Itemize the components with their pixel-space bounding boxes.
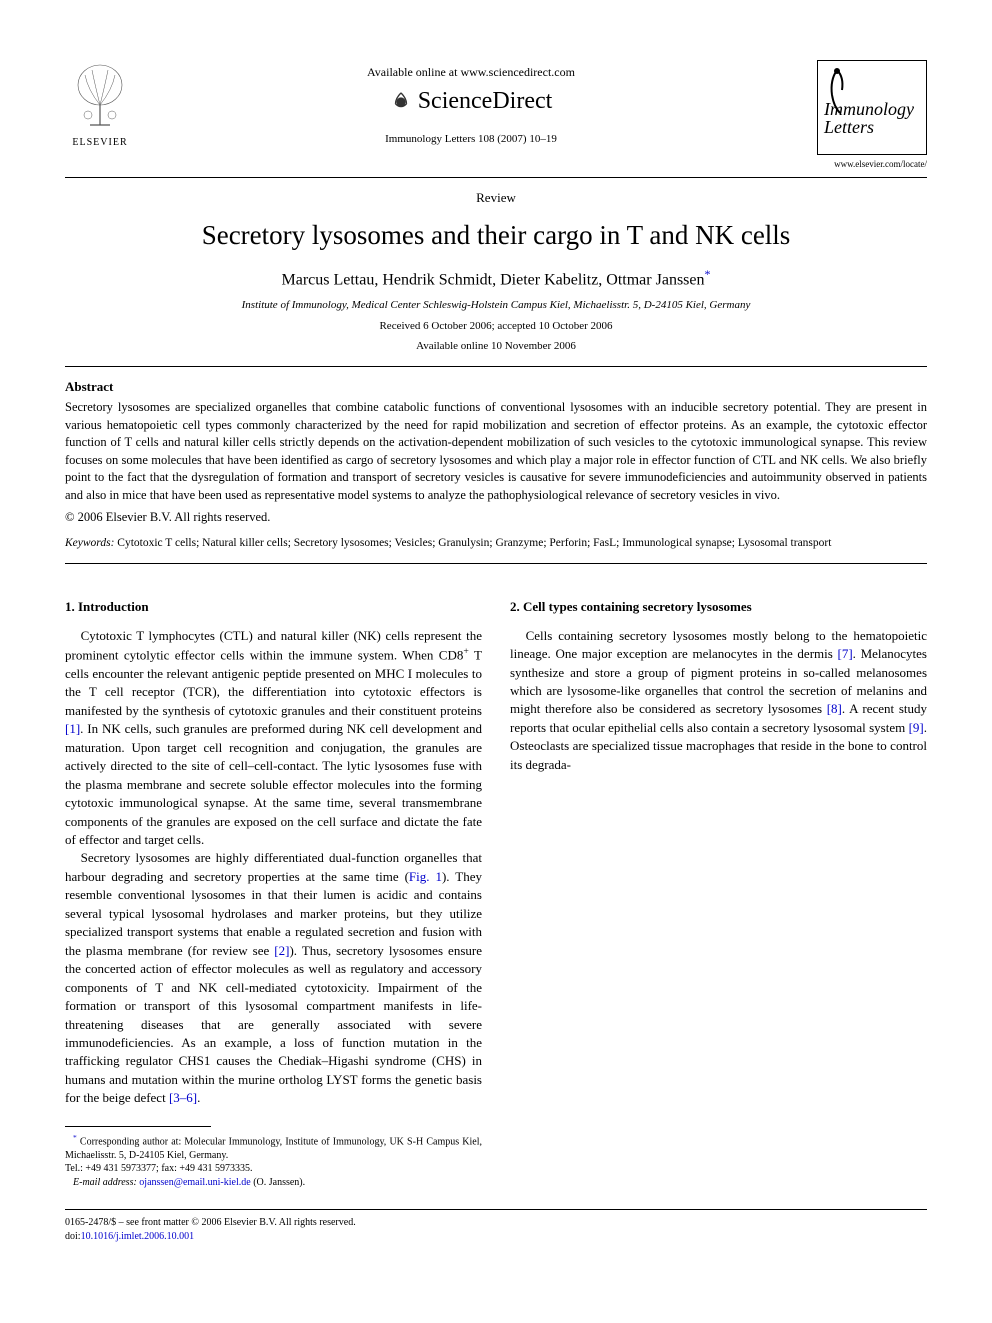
footnote-star: * <box>73 1133 77 1142</box>
affiliation: Institute of Immunology, Medical Center … <box>65 299 927 311</box>
center-header: Available online at www.sciencedirect.co… <box>135 60 807 145</box>
abstract-heading: Abstract <box>65 379 927 395</box>
body-columns: 1. Introduction Cytotoxic T lymphocytes … <box>65 592 927 1189</box>
section-2-heading: 2. Cell types containing secretory lysos… <box>510 598 927 616</box>
elsevier-logo: ELSEVIER <box>65 60 135 148</box>
section-2-para-1: Cells containing secretory lysosomes mos… <box>510 627 927 775</box>
email-link[interactable]: ojanssen@email.uni-kiel.de <box>139 1177 250 1188</box>
s1p1a: Cytotoxic T lymphocytes (CTL) and natura… <box>65 628 482 663</box>
journal-cover-box: Immunology Letters <box>817 60 927 155</box>
corresponding-author-footnote: * Corresponding author at: Molecular Imm… <box>65 1133 482 1162</box>
section-1-para-2: Secretory lysosomes are highly different… <box>65 849 482 1107</box>
authors-line: Marcus Lettau, Hendrik Schmidt, Dieter K… <box>65 267 927 289</box>
keywords-label: Keywords: <box>65 537 114 549</box>
page-header: ELSEVIER Available online at www.science… <box>65 60 927 169</box>
footer-issn: 0165-2478/$ – see front matter © 2006 El… <box>65 1216 927 1230</box>
abstract-copyright: © 2006 Elsevier B.V. All rights reserved… <box>65 510 927 525</box>
elsevier-tree-icon <box>70 60 130 130</box>
ref-link-9[interactable]: [9] <box>909 720 924 735</box>
footnote-corr-text: Corresponding author at: Molecular Immun… <box>65 1136 482 1161</box>
email-label: E-mail address: <box>73 1177 137 1188</box>
doi-link[interactable]: 10.1016/j.imlet.2006.10.001 <box>81 1231 195 1242</box>
footnote-tel: Tel.: +49 431 5973377; fax: +49 431 5973… <box>65 1162 482 1176</box>
footnote-block: * Corresponding author at: Molecular Imm… <box>65 1126 482 1189</box>
keywords-list: Cytotoxic T cells; Natural killer cells;… <box>117 537 831 549</box>
section-1-heading: 1. Introduction <box>65 598 482 616</box>
ref-link-8[interactable]: [8] <box>827 701 842 716</box>
abstract-text: Secretory lysosomes are specialized orga… <box>65 399 927 504</box>
section-1-para-1: Cytotoxic T lymphocytes (CTL) and natura… <box>65 627 482 850</box>
abstract-top-rule <box>65 366 927 367</box>
citation-text: Immunology Letters 108 (2007) 10–19 <box>135 133 807 145</box>
abstract-bottom-rule <box>65 563 927 564</box>
corresponding-marker: * <box>705 267 711 281</box>
elsevier-label: ELSEVIER <box>65 137 135 148</box>
s1p2c: ). Thus, secretory lysosomes ensure the … <box>65 943 482 1106</box>
ref-link-7[interactable]: [7] <box>837 646 852 661</box>
journal-name-line1: Immunology <box>824 100 914 118</box>
sciencedirect-icon <box>390 91 412 113</box>
s1p1c: . In NK cells, such granules are preform… <box>65 721 482 847</box>
received-date: Received 6 October 2006; accepted 10 Oct… <box>65 319 927 334</box>
available-online-text: Available online at www.sciencedirect.co… <box>135 65 807 80</box>
sciencedirect-logo: ScienceDirect <box>390 88 553 115</box>
journal-name-line2: Letters <box>824 118 914 136</box>
journal-url: www.elsevier.com/locate/ <box>807 159 927 169</box>
email-person: (O. Janssen). <box>253 1177 305 1188</box>
ref-link-2[interactable]: [2] <box>274 943 289 958</box>
journal-logo: Immunology Letters www.elsevier.com/loca… <box>807 60 927 169</box>
header-divider <box>65 177 927 178</box>
abstract-body: Secretory lysosomes are specialized orga… <box>65 400 927 502</box>
doi-label: doi: <box>65 1231 81 1242</box>
authors-names: Marcus Lettau, Hendrik Schmidt, Dieter K… <box>282 271 705 288</box>
ref-link-1[interactable]: [1] <box>65 721 80 736</box>
fig-link-1[interactable]: Fig. 1 <box>409 869 442 884</box>
s1p2d: . <box>197 1090 200 1105</box>
footer-rule <box>65 1209 927 1210</box>
footer-doi: doi:10.1016/j.imlet.2006.10.001 <box>65 1230 927 1244</box>
sciencedirect-text: ScienceDirect <box>418 88 553 115</box>
article-title: Secretory lysosomes and their cargo in T… <box>65 220 927 251</box>
available-date: Available online 10 November 2006 <box>65 339 927 354</box>
keywords-block: Keywords: Cytotoxic T cells; Natural kil… <box>65 535 927 551</box>
ref-link-3-6[interactable]: [3–6] <box>169 1090 197 1105</box>
article-type: Review <box>65 190 927 206</box>
footnote-email: E-mail address: ojanssen@email.uni-kiel.… <box>65 1176 482 1190</box>
footnote-separator <box>65 1126 211 1127</box>
